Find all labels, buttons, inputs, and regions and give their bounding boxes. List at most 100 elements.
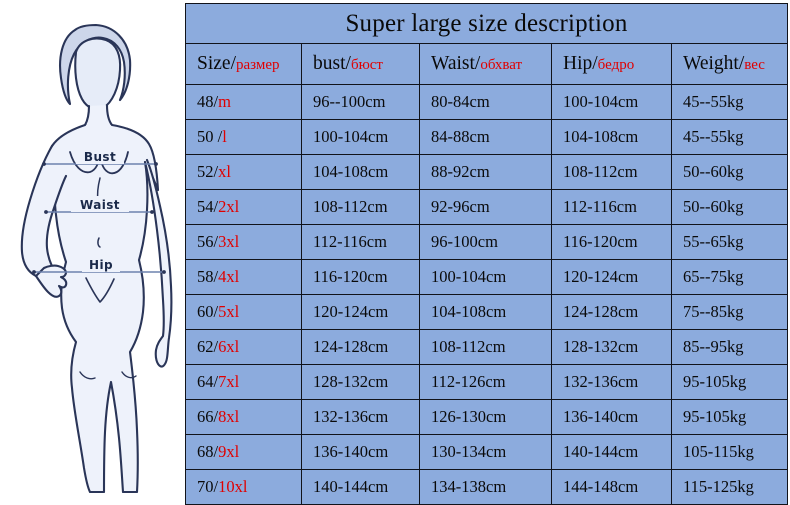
hip-label: Hip xyxy=(89,258,113,272)
cell-waist: 126-130cm xyxy=(419,399,552,435)
cell-hip: 144-148cm xyxy=(551,469,672,505)
size-number: 64/ xyxy=(197,372,219,391)
left-hand-shape xyxy=(34,264,68,298)
cell-size: 52/xl xyxy=(185,154,302,190)
cell-weight: 55--65kg xyxy=(670,224,789,260)
table-row: 56/3xl 112-116cm 96-100cm 116-120cm 55--65kg xyxy=(185,224,789,260)
cell-waist: 100-104cm xyxy=(419,259,552,295)
cell-size: 48/m xyxy=(185,84,302,120)
size-suffix: 9xl xyxy=(218,442,240,461)
cell-bust: 112-116cm xyxy=(301,224,420,260)
cell-hip: 132-136cm xyxy=(551,364,672,400)
cell-weight: 75--85kg xyxy=(670,294,789,330)
table-row: 58/4xl 116-120cm 100-104cm 120-124cm 65--75k… xyxy=(185,259,789,295)
size-table-container: Super large size description Size/размер… xyxy=(184,3,789,505)
cell-bust: 116-120cm xyxy=(301,259,420,295)
table-row: 70/10xl 140-144cm 134-138cm 144-148cm 115-12… xyxy=(185,469,789,505)
header-weight-ru: вес xyxy=(744,57,765,73)
header-weight-en: Weight/ xyxy=(683,53,745,74)
cell-hip: 140-144cm xyxy=(551,434,672,470)
table-row: 66/8xl 132-136cm 126-130cm 136-140cm 95-105k… xyxy=(185,399,789,435)
size-number: 52/ xyxy=(197,162,219,181)
cell-size: 70/10xl xyxy=(185,469,302,505)
cell-hip: 136-140cm xyxy=(551,399,672,435)
size-suffix: 2xl xyxy=(218,197,240,216)
bust-label: Bust xyxy=(84,150,116,164)
cell-waist: 134-138cm xyxy=(419,469,552,505)
cell-waist: 84-88cm xyxy=(419,119,552,155)
cell-waist: 130-134cm xyxy=(419,434,552,470)
cell-hip: 108-112cm xyxy=(551,154,672,190)
table-row: 60/5xl 120-124cm 104-108cm 124-128cm 75--85k… xyxy=(185,294,789,330)
cell-weight: 115-125kg xyxy=(670,469,789,505)
header-waist-en: Waist/ xyxy=(431,53,481,74)
table-row: 48/m 96--100cm 80-84cm 100-104cm 45--55kg xyxy=(185,84,789,120)
cell-hip: 116-120cm xyxy=(551,224,672,260)
cell-bust: 104-108cm xyxy=(301,154,420,190)
cell-weight: 50--60kg xyxy=(670,189,789,225)
cell-size: 68/9xl xyxy=(185,434,302,470)
header-bust-ru: бюст xyxy=(350,57,383,73)
cell-waist: 92-96cm xyxy=(419,189,552,225)
header-cell-hip: Hip/бедро xyxy=(551,43,672,85)
cell-size: 56/3xl xyxy=(185,224,302,260)
torso-and-legs-shape xyxy=(41,123,160,493)
cell-bust: 120-124cm xyxy=(301,294,420,330)
cell-weight: 45--55kg xyxy=(670,119,789,155)
size-number: 50 / xyxy=(197,127,223,146)
cell-hip: 128-132cm xyxy=(551,329,672,365)
bust-label-plate xyxy=(76,148,124,164)
cell-size: 54/2xl xyxy=(185,189,302,225)
cell-weight: 50--60kg xyxy=(670,154,789,190)
cell-bust: 124-128cm xyxy=(301,329,420,365)
navel-mark xyxy=(97,237,101,248)
size-suffix: 8xl xyxy=(218,407,240,426)
size-suffix: 3xl xyxy=(218,232,240,251)
table-row: 64/7xl 128-132cm 112-126cm 132-136cm 95-105k… xyxy=(185,364,789,400)
size-suffix: 6xl xyxy=(218,337,240,356)
cell-waist: 80-84cm xyxy=(419,84,552,120)
cell-weight: 85--95kg xyxy=(670,329,789,365)
cell-weight: 65--75kg xyxy=(670,259,789,295)
head-shape xyxy=(74,37,122,111)
size-table-body: Super large size description Size/размер… xyxy=(184,3,789,505)
cell-weight: 105-115kg xyxy=(670,434,789,470)
cell-waist: 88-92cm xyxy=(419,154,552,190)
table-row: 50 /l 100-104cm 84-88cm 104-108cm 45--55kg xyxy=(185,119,789,155)
pelvis-line xyxy=(85,277,115,303)
knee-left xyxy=(79,371,96,380)
female-figure-svg: Bust Waist Hip xyxy=(20,23,173,493)
cell-size: 58/4xl xyxy=(185,259,302,295)
title-row: Super large size description xyxy=(184,3,789,44)
header-bust-en: bust/ xyxy=(313,53,351,74)
cell-hip: 112-116cm xyxy=(551,189,672,225)
table-title: Super large size description xyxy=(184,3,789,44)
hip-label-plate xyxy=(82,256,120,272)
body-measurement-illustration: Bust Waist Hip xyxy=(0,0,185,493)
size-number: 58/ xyxy=(197,267,219,286)
header-row: Size/размер bust/бюст Waist/обхват Hip/б… xyxy=(185,43,789,85)
measurement-label-plates xyxy=(71,148,129,272)
cell-size: 66/8xl xyxy=(185,399,302,435)
cell-weight: 95-105kg xyxy=(670,399,789,435)
header-cell-size: Size/размер xyxy=(185,43,302,85)
size-number: 68/ xyxy=(197,442,219,461)
size-number: 60/ xyxy=(197,302,219,321)
table-row: 54/2xl 108-112cm 92-96cm 112-116cm 50--60kg xyxy=(185,189,789,225)
size-suffix: 7xl xyxy=(218,372,240,391)
cell-bust: 132-136cm xyxy=(301,399,420,435)
size-suffix: 4xl xyxy=(218,267,240,286)
cell-waist: 96-100cm xyxy=(419,224,552,260)
size-chart-table: Super large size description Size/размер… xyxy=(184,3,789,505)
size-suffix: xl xyxy=(218,162,231,181)
hair-shape xyxy=(59,23,132,106)
size-suffix: m xyxy=(218,92,231,111)
size-number: 56/ xyxy=(197,232,219,251)
measurement-line-endpoints xyxy=(32,162,166,274)
size-number: 48/ xyxy=(197,92,219,111)
cell-hip: 104-108cm xyxy=(551,119,672,155)
size-number: 54/ xyxy=(197,197,219,216)
cell-waist: 104-108cm xyxy=(419,294,552,330)
cell-bust: 136-140cm xyxy=(301,434,420,470)
cell-size: 62/6xl xyxy=(185,329,302,365)
